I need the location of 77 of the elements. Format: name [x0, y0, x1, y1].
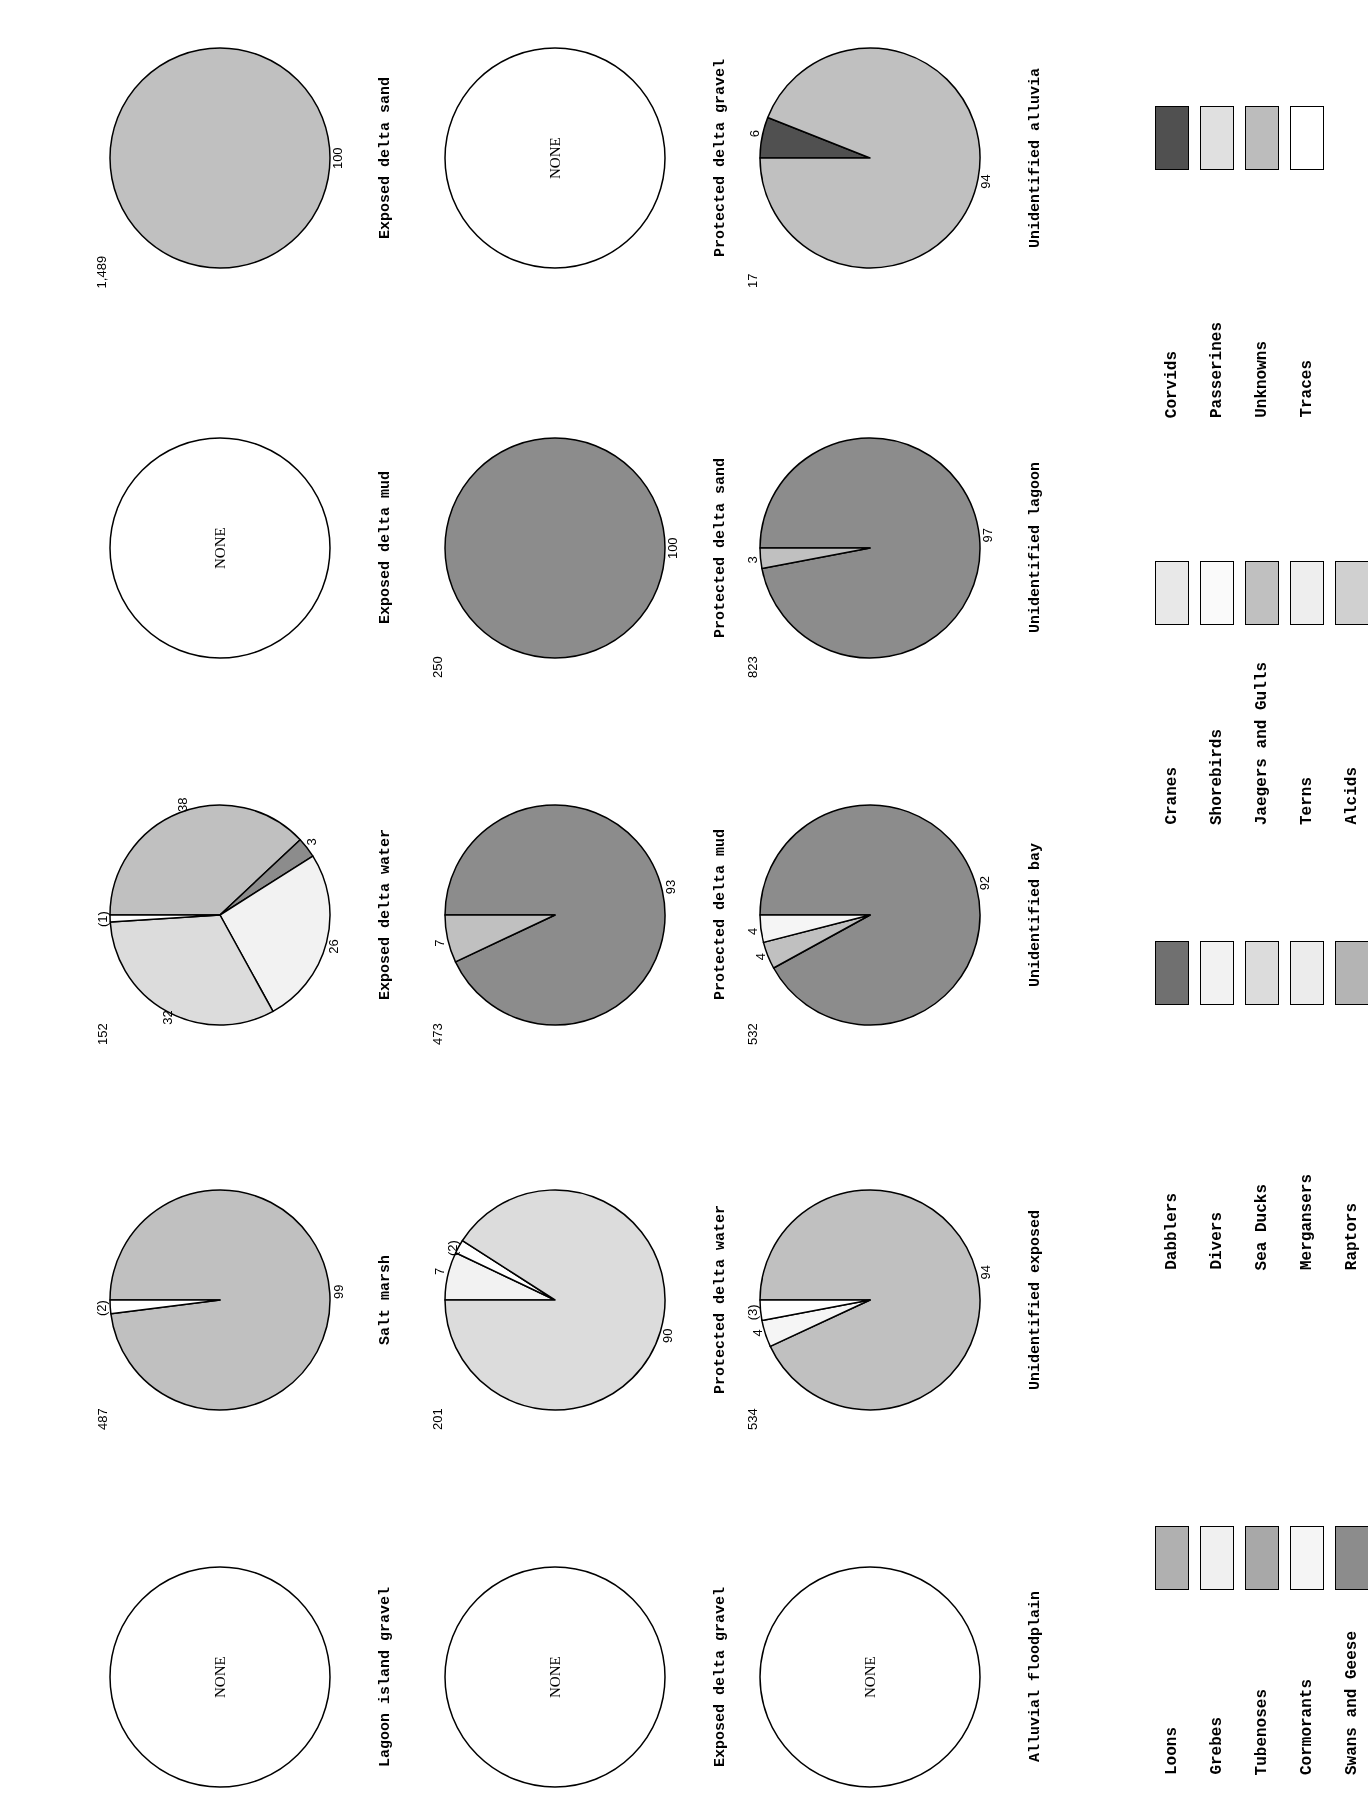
- data-label: 7: [432, 1267, 448, 1275]
- data-label: 93: [662, 879, 678, 895]
- category-label: Swans and Geese: [1342, 1630, 1362, 1775]
- category-label: Raptors: [1342, 1202, 1362, 1270]
- text: 473: [429, 1023, 445, 1045]
- category-label: Tubenoses: [1252, 1688, 1272, 1775]
- text: Protected delta water: [712, 1204, 729, 1394]
- text: Salt marsh: [377, 1254, 394, 1345]
- category-label: Jaegers and Gulls: [1252, 661, 1272, 825]
- text: Protected delta gravel: [712, 58, 729, 257]
- data-label: 26: [326, 939, 342, 954]
- text: Unidentified bay: [1027, 842, 1044, 987]
- text: Exposed delta mud: [377, 470, 394, 624]
- data-label: (2): [445, 1240, 461, 1256]
- data-label: (3): [744, 1304, 760, 1321]
- category-label: Terns: [1297, 776, 1317, 825]
- text: 532: [744, 1023, 760, 1045]
- category-label: Unknowns: [1252, 341, 1272, 418]
- category-label: Divers: [1207, 1212, 1227, 1270]
- category-label: Grebes: [1207, 1717, 1227, 1775]
- text: Alluvial floodplain: [1027, 1590, 1044, 1762]
- text: Unidentified lagoon: [1027, 461, 1044, 633]
- text: NONE: [212, 1656, 228, 1698]
- text: Unidentified exposed: [1027, 1209, 1044, 1390]
- data-label: 94: [977, 1265, 993, 1280]
- data-label: 32: [160, 1010, 176, 1025]
- data-label: 94: [977, 174, 993, 189]
- text: NONE: [862, 1656, 878, 1698]
- pie-slice: [444, 804, 666, 1026]
- text: 487: [94, 1408, 110, 1430]
- category-label: Sea Ducks: [1252, 1183, 1272, 1270]
- text: 823: [744, 656, 760, 678]
- data-label: 3: [745, 556, 761, 564]
- category-label: Loons: [1162, 1726, 1182, 1775]
- category-label: Dabblers: [1162, 1193, 1182, 1270]
- text: 534: [744, 1408, 760, 1430]
- category-label: Shorebirds: [1207, 728, 1227, 825]
- category-label: Traces: [1297, 360, 1317, 418]
- data-label: 92: [976, 875, 992, 891]
- data-label: 90: [659, 1328, 675, 1343]
- category-label: Corvids: [1162, 350, 1182, 418]
- data-label: 100: [330, 147, 346, 170]
- text: NONE: [547, 1656, 563, 1698]
- text: NONE: [547, 137, 563, 179]
- text: Exposed delta gravel: [712, 1586, 729, 1767]
- text: Protected delta sand: [712, 457, 729, 638]
- data-label: 99: [330, 1284, 346, 1299]
- category-label: Mergansers: [1297, 1173, 1317, 1270]
- category-label: Alcids: [1342, 767, 1362, 825]
- data-label: 38: [175, 797, 191, 812]
- text: 1,489: [94, 255, 110, 289]
- category-label: Cormorants: [1297, 1678, 1317, 1775]
- data-label: 6: [747, 130, 763, 138]
- data-label: 7: [432, 939, 448, 947]
- data-label: 4: [744, 927, 760, 935]
- data-label: 4: [750, 1329, 766, 1337]
- text: 201: [429, 1408, 445, 1430]
- data-label: 97: [979, 528, 995, 543]
- text: NONE: [212, 527, 228, 569]
- pie-slice: [759, 47, 981, 269]
- data-label: (2): [94, 1300, 110, 1317]
- data-label: 100: [665, 537, 681, 560]
- data-label: 3: [304, 838, 320, 846]
- data-label: (1): [94, 911, 110, 927]
- text: 17: [744, 273, 760, 288]
- category-label: Passerines: [1207, 321, 1227, 418]
- text: Lagoon island gravel: [377, 1586, 394, 1767]
- text: 152: [94, 1023, 110, 1045]
- text: Exposed delta water: [377, 828, 394, 1000]
- pie-slice: [109, 1189, 331, 1411]
- data-label: 4: [753, 953, 769, 961]
- text: Unidentified alluvia: [1027, 67, 1044, 248]
- pie-slice: [759, 437, 981, 659]
- text: Exposed delta sand: [377, 76, 394, 239]
- text: Protected delta mud: [712, 828, 729, 1000]
- text: 250: [429, 656, 445, 678]
- category-label: Cranes: [1162, 767, 1182, 825]
